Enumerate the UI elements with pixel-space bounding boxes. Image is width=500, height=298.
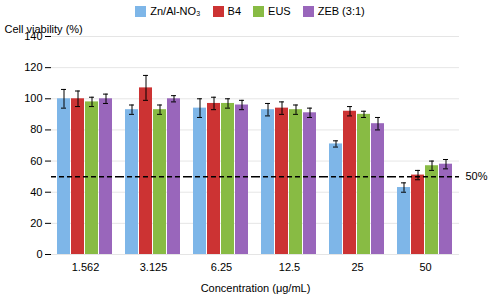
- svg-text:100: 100: [24, 92, 42, 104]
- svg-text:6.25: 6.25: [211, 261, 232, 273]
- svg-text:25: 25: [351, 261, 363, 273]
- svg-text:40: 40: [30, 186, 42, 198]
- html-text:Zn/Al-NO₃: Zn/Al-NO₃: [150, 5, 201, 17]
- svg-text:0: 0: [36, 248, 42, 260]
- svg-text:80: 80: [30, 123, 42, 135]
- html-text:ZEB (3:1): ZEB (3:1): [317, 5, 365, 17]
- svg-text:50: 50: [419, 261, 431, 273]
- svg-text:1.562: 1.562: [72, 261, 100, 273]
- html-text:B4: B4: [227, 5, 241, 17]
- svg-text:Cell viability (%): Cell viability (%): [5, 23, 83, 35]
- svg-text:50%: 50%: [466, 170, 488, 182]
- svg-text:12.5: 12.5: [279, 261, 300, 273]
- svg-text:20: 20: [30, 217, 42, 229]
- svg-text:3.125: 3.125: [140, 261, 168, 273]
- svg-text:120: 120: [24, 61, 42, 73]
- html-text:EUS: EUS: [268, 5, 291, 17]
- svg-text:60: 60: [30, 155, 42, 167]
- svg-text:140: 140: [24, 30, 43, 42]
- svg-text:Concentration (μg/mL): Concentration (μg/mL): [201, 282, 311, 294]
